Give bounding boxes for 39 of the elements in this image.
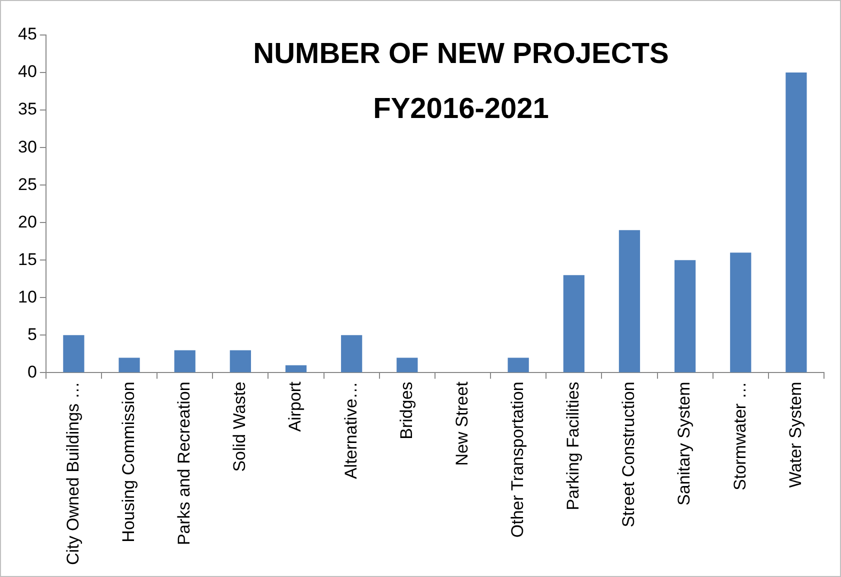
bar <box>786 72 807 372</box>
y-tick-label: 45 <box>18 24 37 44</box>
x-tick-label: Sanitary System <box>674 382 694 506</box>
x-tick-label: Airport <box>286 381 305 432</box>
x-tick-label: Other Transportation <box>508 382 528 538</box>
x-tick-label: Parks and Recreation <box>174 382 194 546</box>
x-tick-label: Stormwater … <box>730 382 750 490</box>
bar <box>396 358 418 372</box>
y-tick-label: 0 <box>27 362 37 382</box>
x-tick-label: Parking Facilities <box>564 382 583 510</box>
x-tick-label: Street Construction <box>619 382 638 528</box>
bar <box>508 358 529 372</box>
bar <box>285 365 307 372</box>
x-tick-label: Alternative… <box>341 382 360 480</box>
x-tick-label: Water System <box>786 382 805 488</box>
bar <box>618 230 640 372</box>
y-tick-label: 20 <box>18 212 37 232</box>
y-tick-label: 40 <box>18 62 37 82</box>
bar <box>174 350 196 372</box>
y-tick-label: 5 <box>27 324 37 344</box>
bar <box>341 335 362 372</box>
x-tick-label: City Owned Buildings … <box>63 382 82 566</box>
bar <box>63 335 84 372</box>
bar <box>730 252 752 372</box>
bar <box>118 358 140 372</box>
y-tick-label: 30 <box>18 137 37 156</box>
bar <box>230 350 251 372</box>
y-tick-label: 25 <box>18 174 37 194</box>
x-tick-label: Housing Commission <box>118 382 138 542</box>
bar <box>563 275 584 372</box>
text: NUMBER OF NEW PROJECTS <box>253 38 669 70</box>
bar <box>674 260 696 372</box>
y-tick-label: 35 <box>18 100 37 119</box>
y-tick-label: 15 <box>18 250 37 269</box>
y-tick-label: 10 <box>18 287 37 306</box>
x-tick-label: Solid Waste <box>230 382 250 472</box>
x-tick-label: New Street <box>452 381 472 466</box>
text: FY2016-2021 <box>373 93 549 125</box>
x-tick-label: Bridges <box>396 382 416 440</box>
